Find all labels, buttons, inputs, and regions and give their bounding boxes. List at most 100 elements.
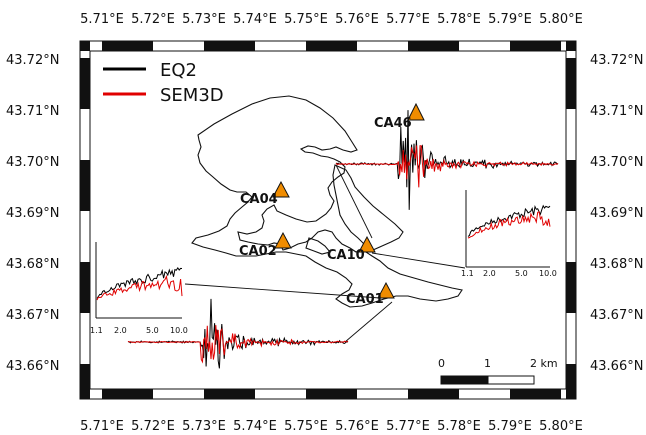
station-ca01: CA01 <box>346 281 395 307</box>
scale-bar-black-segment <box>440 375 489 385</box>
scale-label-2km: 2 km <box>530 357 558 370</box>
seismogram-sem3d <box>127 325 349 364</box>
lon-tick-label: 5.78°E <box>437 419 481 434</box>
spectrum-tick-label: 1.1 <box>90 326 103 335</box>
station-triangle-icon <box>377 281 395 299</box>
map-frame <box>79 40 577 400</box>
station-triangle-icon <box>407 102 425 121</box>
frame-segment <box>80 262 90 313</box>
spectrum-curve-sem3d <box>467 211 551 239</box>
frame-segment <box>566 364 576 389</box>
lon-tick-label: 5.79°E <box>488 419 532 434</box>
spectrum-curve-eq2 <box>467 204 551 237</box>
legend-label-sem3d: SEM3D <box>160 85 224 106</box>
lon-tick-label: 5.77°E <box>386 419 430 434</box>
frame-segment <box>204 389 255 399</box>
lat-tick-label: 43.69°N <box>590 206 643 221</box>
lat-labels-right: 43.72°N 43.71°N 43.70°N 43.69°N 43.68°N … <box>590 53 643 374</box>
lat-tick-label: 43.66°N <box>6 359 59 374</box>
station-label: CA01 <box>346 292 384 307</box>
frame-segment <box>80 160 90 211</box>
spectrum-tick-label: 2.0 <box>114 326 127 335</box>
lat-labels-left: 43.72°N 43.71°N 43.70°N 43.69°N 43.68°N … <box>6 53 59 374</box>
lon-tick-label: 5.74°E <box>233 419 277 434</box>
guide-line <box>184 283 381 299</box>
station-ca04: CA04 <box>240 180 290 207</box>
lon-tick-label: 5.74°E <box>233 12 277 27</box>
station-ca02: CA02 <box>239 231 292 259</box>
station-label: CA02 <box>239 244 277 259</box>
station-triangle-icon <box>274 231 292 249</box>
spectrum-curve-sem3d <box>96 274 183 301</box>
station-triangle-icon <box>358 235 376 253</box>
spectrum-tick-label: 5.0 <box>515 269 528 278</box>
frame-corner <box>566 389 576 399</box>
lon-tick-label: 5.77°E <box>386 12 430 27</box>
lat-tick-label: 43.67°N <box>590 308 643 323</box>
lon-tick-label: 5.73°E <box>182 12 226 27</box>
frame-segment <box>306 389 357 399</box>
lon-tick-label: 5.73°E <box>182 419 226 434</box>
spectrum-curve-eq2 <box>96 266 183 299</box>
lon-tick-label: 5.76°E <box>335 12 379 27</box>
frame-segment <box>510 41 561 51</box>
frame-segment <box>80 58 90 109</box>
lat-tick-label: 43.71°N <box>6 104 59 119</box>
station-label: CA04 <box>240 192 278 207</box>
station-ca46: CA46 <box>374 102 425 131</box>
coastline-islet <box>332 164 404 251</box>
frame-segment <box>510 389 561 399</box>
guide-lines <box>184 164 466 343</box>
lon-tick-label: 5.80°E <box>539 12 583 27</box>
frame-segment <box>566 58 576 109</box>
coastline-inlet <box>305 237 331 255</box>
lon-tick-label: 5.71°E <box>80 419 124 434</box>
frame-segment <box>566 160 576 211</box>
spectrum-tick-label: 10.0 <box>170 326 188 335</box>
lat-tick-label: 43.72°N <box>6 53 59 68</box>
seismogram-eq2 <box>127 298 349 369</box>
lat-tick-label: 43.67°N <box>6 308 59 323</box>
lat-tick-label: 43.71°N <box>590 104 643 119</box>
spectrum-inset-right: 1.1 2.0 5.0 10.0 <box>461 190 557 278</box>
lat-tick-label: 43.70°N <box>590 155 643 170</box>
lon-tick-label: 5.78°E <box>437 12 481 27</box>
spectrum-tick-label: 1.1 <box>461 269 474 278</box>
seismograms <box>127 110 559 369</box>
lat-tick-label: 43.69°N <box>6 206 59 221</box>
guide-line <box>371 252 466 269</box>
station-ca10: CA10 <box>327 235 376 263</box>
frame-segment <box>408 41 459 51</box>
spectrum-tick-label: 10.0 <box>539 269 557 278</box>
lon-tick-label: 5.75°E <box>284 419 328 434</box>
frame-segment <box>102 41 153 51</box>
scale-label-1: 1 <box>484 357 491 370</box>
lat-tick-label: 43.72°N <box>590 53 643 68</box>
lon-tick-label: 5.76°E <box>335 419 379 434</box>
legend: EQ2 SEM3D <box>103 60 224 106</box>
frame-segment <box>204 41 255 51</box>
legend-label-eq2: EQ2 <box>160 60 197 81</box>
lat-tick-label: 43.68°N <box>6 257 59 272</box>
lat-tick-label: 43.70°N <box>6 155 59 170</box>
frame-segment <box>80 364 90 389</box>
lon-labels-top: 5.71°E 5.72°E 5.73°E 5.74°E 5.75°E 5.76°… <box>80 12 583 27</box>
spectrum-inset-left: 1.1 2.0 5.0 10.0 <box>90 242 188 335</box>
frame-segment <box>566 262 576 313</box>
lon-tick-label: 5.71°E <box>80 12 124 27</box>
frame-segment <box>306 41 357 51</box>
seismogram-sem3d <box>335 145 559 188</box>
frame-corner <box>566 41 576 51</box>
coastline <box>191 95 463 308</box>
station-triangle-icon <box>272 180 290 198</box>
frame-corner <box>80 41 90 51</box>
scale-bar: 0 1 2 km <box>438 357 558 385</box>
lat-tick-label: 43.66°N <box>590 359 643 374</box>
guide-line <box>344 301 393 343</box>
frame-segment <box>408 389 459 399</box>
lon-tick-label: 5.72°E <box>131 12 175 27</box>
seismogram-eq2 <box>335 110 559 210</box>
lon-labels-bottom: 5.71°E 5.72°E 5.73°E 5.74°E 5.75°E 5.76°… <box>80 419 583 434</box>
spectrum-tick-label: 2.0 <box>483 269 496 278</box>
spectrum-tick-label: 5.0 <box>146 326 159 335</box>
